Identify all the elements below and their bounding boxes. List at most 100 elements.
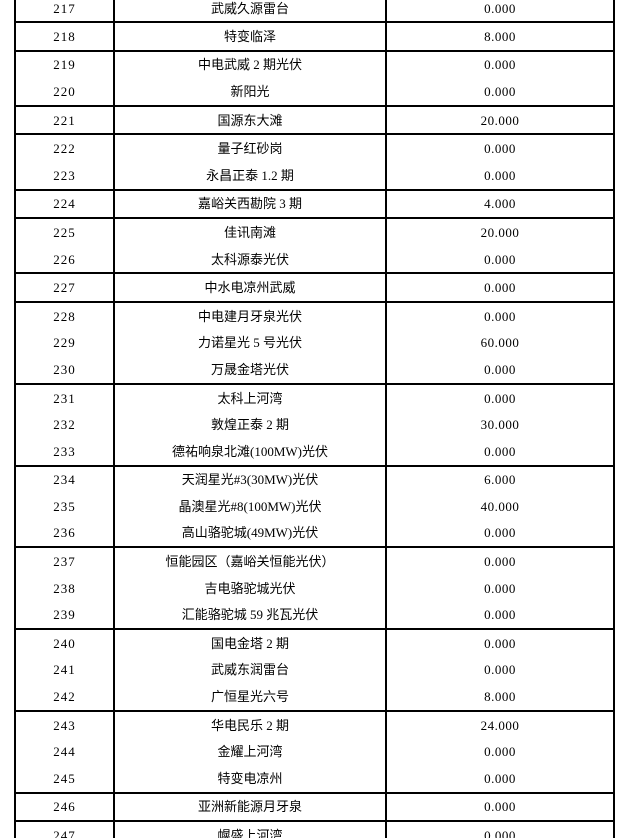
row-number-cell: 237 <box>14 547 115 575</box>
table-row: 225 佳讯南滩 20.000 <box>14 218 615 246</box>
table-row: 223 永昌正泰 1.2 期 0.000 <box>14 161 615 191</box>
value-cell: 24.000 <box>385 710 615 739</box>
row-number-cell: 227 <box>14 273 115 303</box>
table-row: 228 中电建月牙泉光伏 0.000 <box>14 301 615 330</box>
plant-name-cell: 量子红砂岗 <box>113 134 387 162</box>
plant-value-table: 217 武威久源雷台 0.000 218 特变临泽 8.000 219 中电武威 2 期光伏 0… <box>14 0 615 838</box>
row-number-cell: 231 <box>14 383 115 412</box>
plant-name-cell: 天润星光#3(30MW)光伏 <box>113 465 387 494</box>
row-number-cell: 244 <box>14 738 115 766</box>
table-row: 227 中水电凉州武威 0.000 <box>14 273 615 303</box>
table-row: 240 国电金塔 2 期 0.000 <box>14 629 615 657</box>
table-row: 226 太科源泰光伏 0.000 <box>14 245 615 275</box>
value-cell: 0.000 <box>385 50 615 79</box>
value-cell: 0.000 <box>385 738 615 766</box>
table-row: 247 幌盛上河湾 0.000 <box>14 821 615 838</box>
value-cell: 8.000 <box>385 22 615 52</box>
plant-name-cell: 国电金塔 2 期 <box>113 629 387 657</box>
row-number-cell: 229 <box>14 329 115 357</box>
plant-name-cell: 国源东大滩 <box>113 105 387 136</box>
plant-name-cell: 德祐响泉北滩(100MW)光伏 <box>113 437 387 467</box>
table-body: 217 武威久源雷台 0.000 218 特变临泽 8.000 219 中电武威 2 期光伏 0… <box>14 0 615 838</box>
table-row: 238 吉电骆驼城光伏 0.000 <box>14 574 615 602</box>
table-row: 234 天润星光#3(30MW)光伏 6.000 <box>14 465 615 494</box>
value-cell: 0.000 <box>385 301 615 330</box>
value-cell: 0.000 <box>385 134 615 162</box>
plant-name-cell: 特变临泽 <box>113 22 387 52</box>
row-number-cell: 234 <box>14 465 115 494</box>
row-number-cell: 232 <box>14 411 115 438</box>
table-row: 221 国源东大滩 20.000 <box>14 105 615 136</box>
plant-name-cell: 特变电凉州 <box>113 765 387 794</box>
table-row: 232 敦煌正泰 2 期 30.000 <box>14 411 615 438</box>
plant-name-cell: 佳讯南滩 <box>113 218 387 246</box>
table-row: 235 晶澳星光#8(100MW)光伏 40.000 <box>14 493 615 520</box>
value-cell: 0.000 <box>385 656 615 684</box>
table-row: 239 汇能骆驼城 59 兆瓦光伏 0.000 <box>14 601 615 631</box>
row-number-cell: 240 <box>14 629 115 657</box>
value-cell: 30.000 <box>385 411 615 438</box>
row-number-cell: 226 <box>14 245 115 275</box>
plant-name-cell: 金耀上河湾 <box>113 738 387 766</box>
plant-name-cell: 高山骆驼城(49MW)光伏 <box>113 519 387 549</box>
plant-name-cell: 中电建月牙泉光伏 <box>113 301 387 330</box>
value-cell: 0.000 <box>385 383 615 412</box>
plant-name-cell: 敦煌正泰 2 期 <box>113 411 387 438</box>
row-number-cell: 238 <box>14 574 115 602</box>
table-row: 231 太科上河湾 0.000 <box>14 383 615 412</box>
row-number-cell: 220 <box>14 78 115 107</box>
table-row: 241 武威东润雷台 0.000 <box>14 656 615 684</box>
table-row: 242 广恒星光六号 8.000 <box>14 683 615 712</box>
plant-name-cell: 武威久源雷台 <box>113 0 387 23</box>
row-number-cell: 239 <box>14 601 115 631</box>
row-number-cell: 236 <box>14 519 115 549</box>
row-number-cell: 219 <box>14 50 115 79</box>
row-number-cell: 245 <box>14 765 115 794</box>
plant-name-cell: 嘉峪关西勘院 3 期 <box>113 189 387 220</box>
row-number-cell: 222 <box>14 134 115 162</box>
value-cell: 0.000 <box>385 574 615 602</box>
row-number-cell: 218 <box>14 22 115 52</box>
plant-name-cell: 万晟金塔光伏 <box>113 356 387 385</box>
value-cell: 0.000 <box>385 0 615 23</box>
table-row: 236 高山骆驼城(49MW)光伏 0.000 <box>14 519 615 549</box>
row-number-cell: 224 <box>14 189 115 220</box>
value-cell: 40.000 <box>385 493 615 520</box>
row-number-cell: 233 <box>14 437 115 467</box>
plant-name-cell: 太科上河湾 <box>113 383 387 412</box>
row-number-cell: 241 <box>14 656 115 684</box>
value-cell: 0.000 <box>385 245 615 275</box>
value-cell: 0.000 <box>385 273 615 303</box>
row-number-cell: 225 <box>14 218 115 246</box>
row-number-cell: 247 <box>14 821 115 838</box>
row-number-cell: 230 <box>14 356 115 385</box>
table-row: 244 金耀上河湾 0.000 <box>14 738 615 766</box>
plant-name-cell: 广恒星光六号 <box>113 683 387 712</box>
plant-name-cell: 吉电骆驼城光伏 <box>113 574 387 602</box>
plant-name-cell: 中水电凉州武威 <box>113 273 387 303</box>
row-number-cell: 242 <box>14 683 115 712</box>
row-number-cell: 217 <box>14 0 115 23</box>
value-cell: 0.000 <box>385 437 615 467</box>
table-row: 243 华电民乐 2 期 24.000 <box>14 710 615 739</box>
plant-name-cell: 恒能园区（嘉峪关恒能光伏） <box>113 547 387 575</box>
table-row: 230 万晟金塔光伏 0.000 <box>14 356 615 385</box>
value-cell: 60.000 <box>385 329 615 357</box>
value-cell: 0.000 <box>385 78 615 107</box>
plant-name-cell: 幌盛上河湾 <box>113 821 387 838</box>
plant-name-cell: 力诺星光 5 号光伏 <box>113 329 387 357</box>
plant-value-table-wrap: 217 武威久源雷台 0.000 218 特变临泽 8.000 219 中电武威 2 期光伏 0… <box>14 0 615 838</box>
value-cell: 0.000 <box>385 792 615 823</box>
row-number-cell: 221 <box>14 105 115 136</box>
row-number-cell: 246 <box>14 792 115 823</box>
plant-name-cell: 武威东润雷台 <box>113 656 387 684</box>
table-row: 229 力诺星光 5 号光伏 60.000 <box>14 329 615 357</box>
table-row: 237 恒能园区（嘉峪关恒能光伏） 0.000 <box>14 547 615 575</box>
value-cell: 0.000 <box>385 821 615 838</box>
table-row: 218 特变临泽 8.000 <box>14 22 615 52</box>
value-cell: 6.000 <box>385 465 615 494</box>
plant-name-cell: 太科源泰光伏 <box>113 245 387 275</box>
value-cell: 0.000 <box>385 765 615 794</box>
table-row: 246 亚洲新能源月牙泉 0.000 <box>14 792 615 823</box>
